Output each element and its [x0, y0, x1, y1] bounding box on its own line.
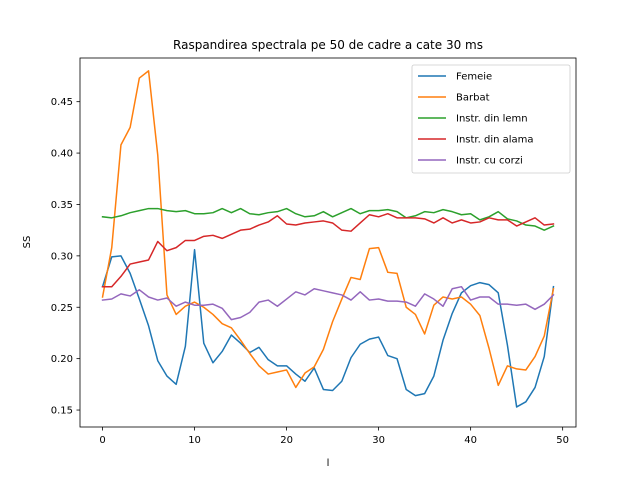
legend-label: Instr. cu corzi [456, 156, 523, 167]
x-axis: 0 10 20 30 40 50 [99, 427, 569, 446]
series-line-4 [101, 285, 555, 321]
legend-label: Barbat [456, 93, 490, 104]
x-tick-label: 10 [188, 435, 201, 446]
legend-label: Instr. din alama [456, 135, 534, 146]
y-tick-label: 0.45 [51, 97, 73, 108]
y-tick-label: 0.25 [51, 303, 73, 314]
series-line-0 [101, 248, 555, 408]
x-tick-label: 40 [464, 435, 477, 446]
legend: Femeie Barbat Instr. din lemn Instr. din al… [411, 64, 571, 174]
series-line-1 [101, 70, 555, 389]
plot-area [79, 57, 577, 428]
series-line-3 [101, 212, 555, 288]
legend-label: Instr. din lemn [456, 114, 528, 125]
y-tick-label: 0.30 [51, 251, 73, 262]
x-tick-label: 0 [99, 435, 105, 446]
legend-label: Femeie [456, 72, 492, 83]
series-line-2 [101, 207, 555, 231]
y-tick-label: 0.15 [51, 406, 73, 417]
y-tick-label: 0.35 [51, 200, 73, 211]
y-tick-label: 0.20 [51, 354, 73, 365]
y-tick-label: 0.40 [51, 149, 73, 160]
x-axis-label: l [327, 458, 330, 469]
y-axis: 0.15 0.20 0.25 0.30 0.35 0.40 0.45 [51, 97, 80, 417]
legend-box [411, 64, 571, 174]
x-tick-label: 20 [280, 435, 293, 446]
x-tick-label: 50 [556, 435, 569, 446]
chart-title: Raspandirea spectrala pe 50 de cadre a c… [173, 38, 483, 52]
plot-frame [79, 57, 577, 428]
y-axis-label: SS [22, 236, 33, 249]
x-tick-label: 30 [372, 435, 385, 446]
